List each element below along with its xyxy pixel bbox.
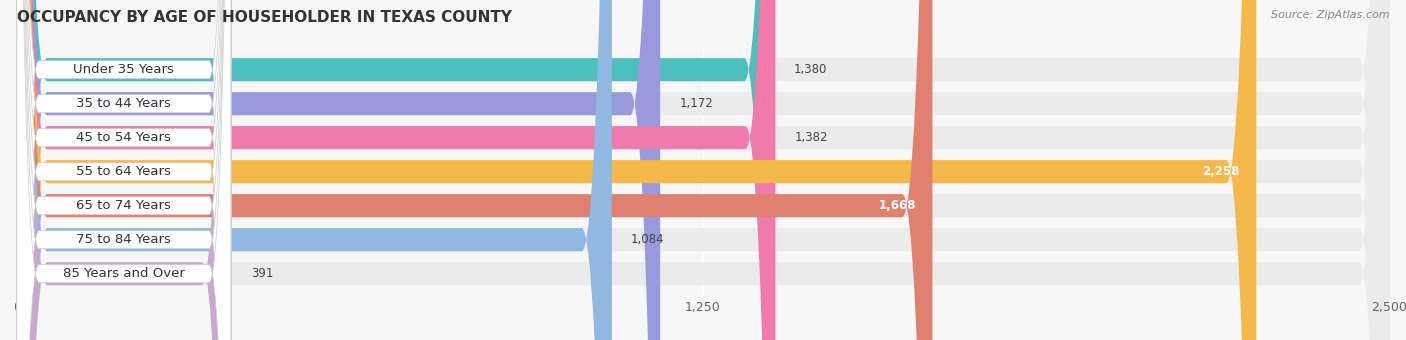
FancyBboxPatch shape: [17, 0, 1389, 340]
Text: Source: ZipAtlas.com: Source: ZipAtlas.com: [1271, 10, 1389, 20]
FancyBboxPatch shape: [17, 0, 776, 340]
Text: 1,668: 1,668: [879, 199, 915, 212]
Text: 65 to 74 Years: 65 to 74 Years: [76, 199, 172, 212]
FancyBboxPatch shape: [17, 0, 775, 340]
FancyBboxPatch shape: [17, 0, 932, 340]
FancyBboxPatch shape: [17, 0, 231, 340]
Text: OCCUPANCY BY AGE OF HOUSEHOLDER IN TEXAS COUNTY: OCCUPANCY BY AGE OF HOUSEHOLDER IN TEXAS…: [17, 10, 512, 25]
FancyBboxPatch shape: [17, 0, 1389, 340]
FancyBboxPatch shape: [17, 0, 1389, 340]
Text: 1,382: 1,382: [794, 131, 828, 144]
Text: 55 to 64 Years: 55 to 64 Years: [76, 165, 172, 178]
FancyBboxPatch shape: [17, 0, 1389, 340]
Text: 75 to 84 Years: 75 to 84 Years: [76, 233, 172, 246]
Text: Under 35 Years: Under 35 Years: [73, 63, 174, 76]
FancyBboxPatch shape: [17, 0, 231, 340]
Text: 35 to 44 Years: 35 to 44 Years: [76, 97, 172, 110]
FancyBboxPatch shape: [17, 0, 231, 340]
FancyBboxPatch shape: [17, 0, 1257, 340]
FancyBboxPatch shape: [17, 0, 612, 340]
Text: 1,084: 1,084: [631, 233, 665, 246]
Text: 85 Years and Over: 85 Years and Over: [63, 267, 184, 280]
FancyBboxPatch shape: [17, 0, 231, 340]
Text: 45 to 54 Years: 45 to 54 Years: [76, 131, 172, 144]
FancyBboxPatch shape: [17, 0, 232, 340]
FancyBboxPatch shape: [17, 0, 231, 340]
FancyBboxPatch shape: [17, 0, 231, 340]
Text: 391: 391: [250, 267, 273, 280]
FancyBboxPatch shape: [17, 0, 1389, 340]
FancyBboxPatch shape: [17, 0, 1389, 340]
FancyBboxPatch shape: [17, 0, 1389, 340]
FancyBboxPatch shape: [17, 0, 661, 340]
Text: 2,258: 2,258: [1202, 165, 1240, 178]
Text: 1,380: 1,380: [793, 63, 827, 76]
Text: 1,172: 1,172: [679, 97, 713, 110]
FancyBboxPatch shape: [17, 0, 231, 340]
